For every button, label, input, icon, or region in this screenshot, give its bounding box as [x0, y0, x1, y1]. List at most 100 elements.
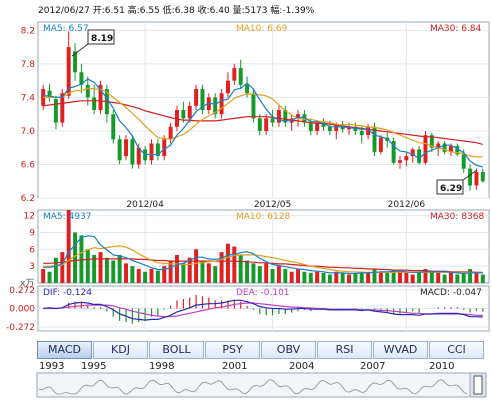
- candle-body: [238, 68, 243, 85]
- candle: [155, 139, 160, 161]
- candle-body: [410, 149, 415, 157]
- candle: [391, 137, 396, 165]
- vol-ma5-label: MA5: 4937: [43, 212, 91, 222]
- volume-bar: [296, 268, 301, 283]
- macd-y-tick: 0.272: [9, 286, 35, 296]
- price-x-tick: 2012/04: [126, 200, 164, 210]
- candle-body: [391, 141, 396, 163]
- volume-bar: [315, 271, 320, 283]
- vol-ma30-label: MA30: 8368: [430, 212, 484, 222]
- candle: [423, 130, 428, 165]
- candle-body: [187, 105, 192, 119]
- candle: [480, 168, 485, 183]
- volume-bar: [398, 271, 402, 283]
- macd-label: MACD: -0.047: [420, 288, 482, 298]
- volume-y-axis: 12 9 6 3: [24, 212, 36, 273]
- volume-bar: [111, 260, 116, 283]
- candle-body: [47, 90, 52, 98]
- volume-bar: [66, 210, 71, 283]
- candle-body: [474, 172, 479, 186]
- volume-bar: [429, 271, 434, 283]
- candle: [73, 42, 78, 81]
- price-ma10-label: MA10: 6.69: [236, 24, 288, 34]
- candle: [175, 105, 179, 131]
- candle-body: [404, 156, 409, 161]
- macd-y-axis: 0.272 0.000 -0.272: [6, 286, 35, 333]
- volume-bar: [461, 271, 466, 283]
- candle-body: [213, 97, 218, 115]
- candle: [124, 135, 128, 161]
- tab-kdj[interactable]: KDJ: [93, 341, 148, 359]
- tab-obv[interactable]: OBV: [261, 341, 316, 359]
- volume-bar: [73, 232, 78, 283]
- candle: [168, 122, 173, 144]
- candle-body: [73, 51, 78, 73]
- price-ma30-line: [43, 100, 483, 145]
- candle-body: [136, 147, 141, 165]
- tab-rsi[interactable]: RSI: [317, 341, 372, 359]
- low-callout-value: 6.29: [440, 184, 462, 194]
- candle-body: [92, 97, 97, 110]
- tab-boll[interactable]: BOLL: [149, 341, 204, 359]
- candle-body: [41, 89, 46, 106]
- candle-body: [245, 84, 250, 94]
- low-callout: 6.29: [436, 169, 478, 195]
- navigator-year-labels: 1993 1995 1998 2001 2004 2007 2010: [37, 361, 485, 373]
- volume-bar: [162, 266, 167, 283]
- volume-bar: [238, 254, 243, 283]
- volume-bar: [327, 274, 332, 283]
- volume-unit: x万: [20, 279, 34, 289]
- volume-bar: [149, 268, 154, 283]
- tab-psy[interactable]: PSY: [205, 341, 260, 359]
- candle: [41, 84, 46, 110]
- candle-body: [372, 126, 377, 152]
- volume-bar: [143, 271, 148, 283]
- price-y-axis: 8.2 7.8 7.4 7.0 6.6 6.2: [21, 26, 36, 204]
- volume-bar: [41, 268, 46, 283]
- volume-bar: [181, 263, 186, 283]
- nav-year-label: 2010: [429, 361, 455, 372]
- volume-bar: [79, 235, 84, 283]
- tab-cci[interactable]: CCI: [429, 341, 484, 359]
- price-ma10-line: [43, 87, 483, 158]
- volume-bar: [92, 254, 97, 283]
- candle-body: [149, 143, 154, 161]
- volume-y-tick: 9: [29, 228, 35, 238]
- nav-year-label: 1998: [149, 361, 175, 372]
- candle: [130, 135, 135, 169]
- volume-bar: [334, 271, 339, 283]
- volume-bar: [245, 260, 250, 283]
- candle-body: [442, 143, 447, 152]
- tab-macd[interactable]: MACD: [37, 341, 92, 359]
- volume-bar: [391, 270, 396, 283]
- volume-bar: [423, 268, 428, 283]
- volume-bar: [308, 272, 313, 283]
- volume-bar: [448, 272, 453, 283]
- volume-bar: [85, 249, 90, 283]
- ohlc-header: 2012/06/27 开:6.51 高:6.55 低:6.38 收:6.40 量…: [38, 4, 315, 16]
- candle: [162, 135, 167, 161]
- price-x-tick: 2012/05: [254, 200, 291, 210]
- candle-body: [327, 126, 332, 131]
- volume-bar: [410, 274, 415, 283]
- volume-bars: [41, 210, 485, 283]
- price-y-tick: 7.0: [21, 127, 36, 137]
- volume-bar: [321, 272, 326, 283]
- volume-y-tick: 12: [24, 212, 35, 222]
- volume-bar: [404, 272, 409, 283]
- macd-histogram: [43, 294, 484, 324]
- candle: [327, 120, 332, 136]
- tab-wvad[interactable]: WVAD: [373, 341, 428, 359]
- candle: [60, 89, 65, 127]
- candle-body: [378, 137, 383, 152]
- candle-body: [111, 114, 116, 140]
- volume-bar: [53, 257, 58, 283]
- candle: [398, 156, 402, 169]
- candle: [117, 135, 122, 165]
- volume-bar: [130, 266, 135, 283]
- dif-label: DIF: -0.124: [43, 288, 92, 298]
- volume-bar: [251, 263, 256, 283]
- navigator-handle[interactable]: [473, 375, 483, 395]
- time-navigator[interactable]: [36, 372, 487, 398]
